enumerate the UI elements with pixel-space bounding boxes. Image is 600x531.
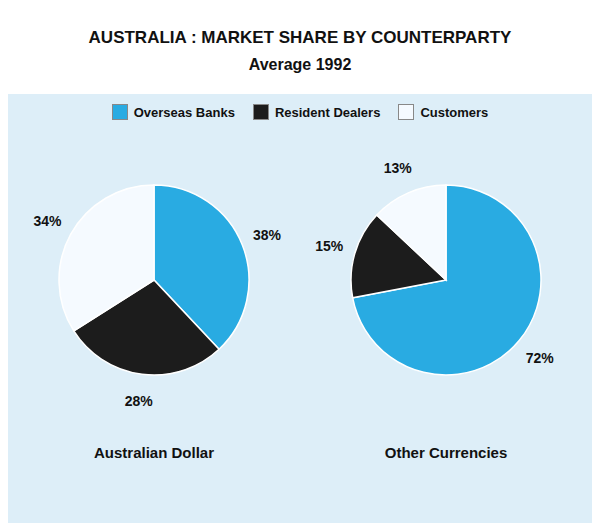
html-text:Australian Dollar: Australian Dollar — [94, 444, 214, 461]
svg-text:38%: 38% — [253, 227, 282, 243]
svg-text:13%: 13% — [384, 160, 413, 176]
html-text:Other Currencies: Other Currencies — [384, 444, 508, 461]
html-text:Customers: Customers — [420, 104, 489, 120]
svg-text:72%: 72% — [526, 350, 555, 366]
svg-text:28%: 28% — [125, 393, 154, 409]
svg-text:34%: 34% — [33, 213, 62, 229]
html-text:AUSTRALIA : MARKET SHARE BY CO: AUSTRALIA : MARKET SHARE BY COUNTERPARTY — [88, 28, 512, 47]
svg-text:15%: 15% — [315, 238, 344, 254]
html-text:Resident Dealers: Resident Dealers — [274, 104, 381, 120]
html-text:Average 1992: Average 1992 — [248, 56, 352, 73]
html-text:Overseas Banks: Overseas Banks — [133, 104, 235, 120]
